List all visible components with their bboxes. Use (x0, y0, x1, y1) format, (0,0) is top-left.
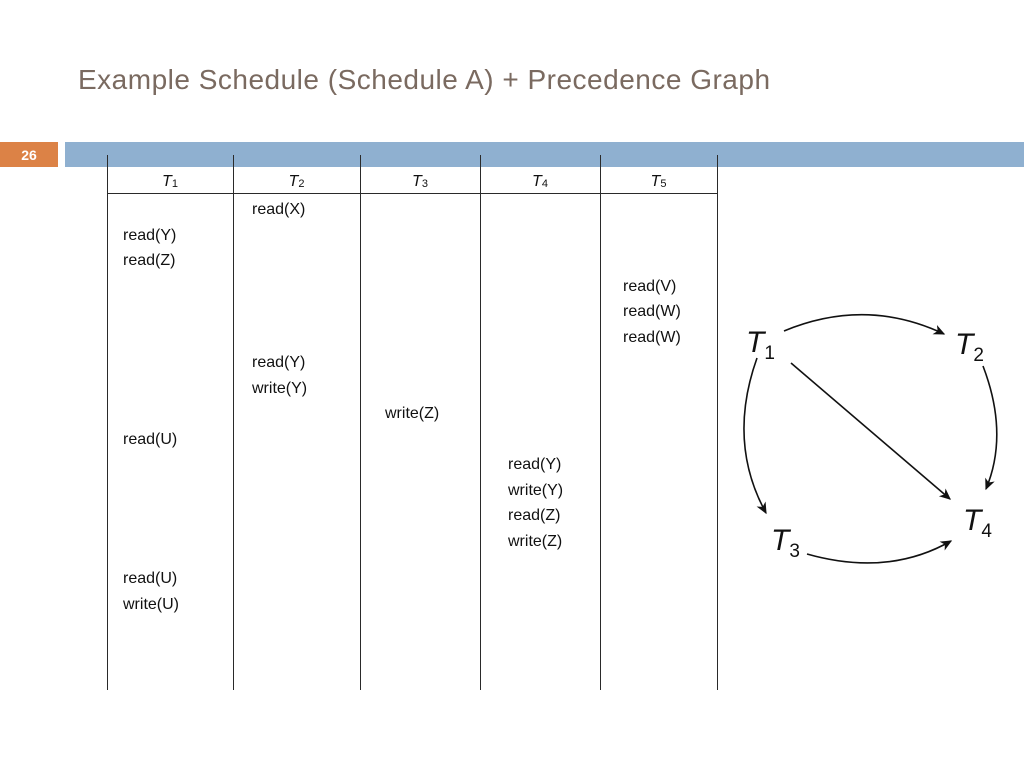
node-letter: T (955, 328, 974, 361)
table-row: write(U) (107, 592, 718, 618)
op-cell: write(U) (123, 595, 179, 613)
op-cell: read(U) (123, 430, 178, 448)
table-column-line (107, 155, 108, 690)
table-row-spacer (107, 554, 718, 566)
op-cell: write(Y) (508, 481, 564, 499)
table-row: read(Y) (107, 350, 718, 376)
table-row: read(U) (107, 427, 718, 453)
table-row: read(W) (107, 299, 718, 325)
header-letter: T (162, 173, 172, 190)
table-row: write(Z) (107, 401, 718, 427)
header-subscript: 2 (298, 178, 305, 190)
table-column-line (360, 155, 361, 690)
header-subscript: 3 (421, 178, 428, 190)
table-column-line (233, 155, 234, 690)
table-row: write(Z) (107, 529, 718, 555)
op-cell: read(X) (252, 201, 306, 218)
graph-node-t2: T2 (955, 328, 984, 365)
op-cell: read(V) (623, 277, 677, 295)
edge-t1-t3 (743, 357, 767, 515)
op-cell: read(Z) (508, 507, 561, 524)
page-number: 26 (21, 146, 37, 163)
table-row: write(Y) (107, 376, 718, 402)
page-number-badge: 26 (0, 142, 58, 167)
op-cell: write(Z) (385, 405, 440, 422)
header-letter: T (412, 173, 422, 190)
header-subscript: 1 (171, 178, 178, 190)
graph-node-t1: T1 (746, 326, 775, 363)
graph-node-t4: T4 (963, 504, 992, 541)
node-subscript: 1 (764, 343, 775, 364)
table-row: read(W) (107, 325, 718, 351)
table-column-line (600, 155, 601, 690)
slide-title: Example Schedule (Schedule A) + Preceden… (78, 64, 771, 95)
edge-t1-t2 (783, 313, 946, 335)
op-cell: write(Z) (508, 532, 563, 550)
header-subscript: 5 (660, 178, 667, 190)
table-row: read(V) (107, 274, 718, 300)
edge-t3-t4 (806, 540, 953, 564)
table-row: read(Z) (107, 503, 718, 529)
graph-node-t3: T3 (771, 524, 800, 561)
op-cell: read(Y) (252, 354, 306, 371)
edge-t2-t4 (982, 365, 998, 491)
header-subscript: 4 (541, 178, 548, 190)
op-cell: write(Y) (252, 379, 308, 397)
node-subscript: 4 (981, 521, 992, 542)
op-cell: read(U) (123, 570, 178, 587)
table-column-line (480, 155, 481, 690)
op-cell: read(W) (623, 303, 681, 320)
table-row: read(Y) (107, 223, 718, 249)
table-row: read(U) (107, 566, 718, 592)
table-column-line (717, 155, 718, 690)
edge-t1-t4 (790, 362, 951, 500)
op-cell: read(Z) (123, 252, 176, 269)
schedule-rows: read(X) read(Y) read(Z) read(V) read(W) … (107, 197, 718, 617)
header-letter: T (650, 173, 661, 190)
table-row: read(Y) (107, 452, 718, 478)
header-letter: T (532, 173, 542, 190)
node-letter: T (771, 524, 790, 557)
op-cell: read(W) (623, 328, 681, 346)
op-cell: read(Y) (508, 456, 562, 473)
header-letter: T (288, 173, 299, 190)
table-row: write(Y) (107, 478, 718, 504)
node-letter: T (963, 504, 982, 537)
table-row: read(X) (107, 197, 718, 223)
table-header-underline (107, 193, 718, 194)
node-subscript: 3 (789, 541, 800, 562)
op-cell: read(Y) (123, 226, 177, 244)
header-accent-bar (65, 142, 1024, 167)
node-letter: T (746, 326, 765, 359)
table-row: read(Z) (107, 248, 718, 274)
node-subscript: 2 (973, 345, 984, 366)
